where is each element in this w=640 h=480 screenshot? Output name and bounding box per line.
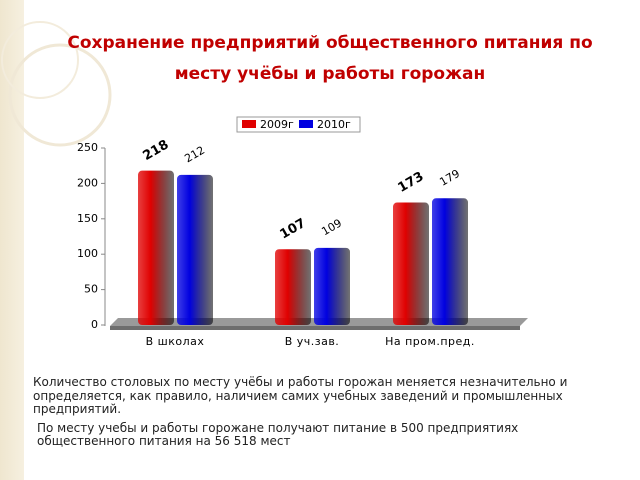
value-label: 212 xyxy=(182,144,207,166)
y-tick-label: 150 xyxy=(77,212,98,225)
paragraph: По месту учебы и работы горожане получаю… xyxy=(37,420,519,448)
legend-label: 2009г xyxy=(260,118,294,131)
x-tick-label: В уч.зав. xyxy=(285,335,340,348)
bar xyxy=(393,202,429,325)
paragraph: Количество столовых по месту учёбы и раб… xyxy=(33,375,568,416)
legend: 2009г 2010г xyxy=(236,116,361,133)
y-tick-label: 200 xyxy=(77,176,98,189)
legend-label: 2010г xyxy=(317,118,351,131)
y-tick-label: 0 xyxy=(91,318,98,331)
body-text: Количество столовых по месту учёбы и раб… xyxy=(33,375,613,454)
floor-edge xyxy=(110,326,520,330)
bar xyxy=(432,198,468,325)
value-label: 109 xyxy=(319,217,344,239)
bar xyxy=(138,170,174,325)
bar xyxy=(275,249,311,325)
value-label: 179 xyxy=(437,167,462,189)
decor-circle xyxy=(1,21,79,99)
bar xyxy=(177,174,213,325)
value-label: 218 xyxy=(140,137,171,164)
legend-frame xyxy=(236,116,361,133)
legend-swatch xyxy=(242,120,256,128)
y-tick-label: 50 xyxy=(84,283,98,296)
x-tick-label: В школах xyxy=(146,335,205,348)
value-label: 173 xyxy=(395,169,426,196)
bar xyxy=(314,247,350,325)
decor-circle xyxy=(8,43,112,147)
legend-swatch xyxy=(299,120,313,128)
x-tick-label: На пром.пред. xyxy=(385,335,475,348)
y-tick-label: 100 xyxy=(77,247,98,260)
chart-title: Сохранение предприятий общественного пит… xyxy=(67,33,593,84)
y-tick-label: 250 xyxy=(77,141,98,154)
value-label: 107 xyxy=(277,216,308,243)
